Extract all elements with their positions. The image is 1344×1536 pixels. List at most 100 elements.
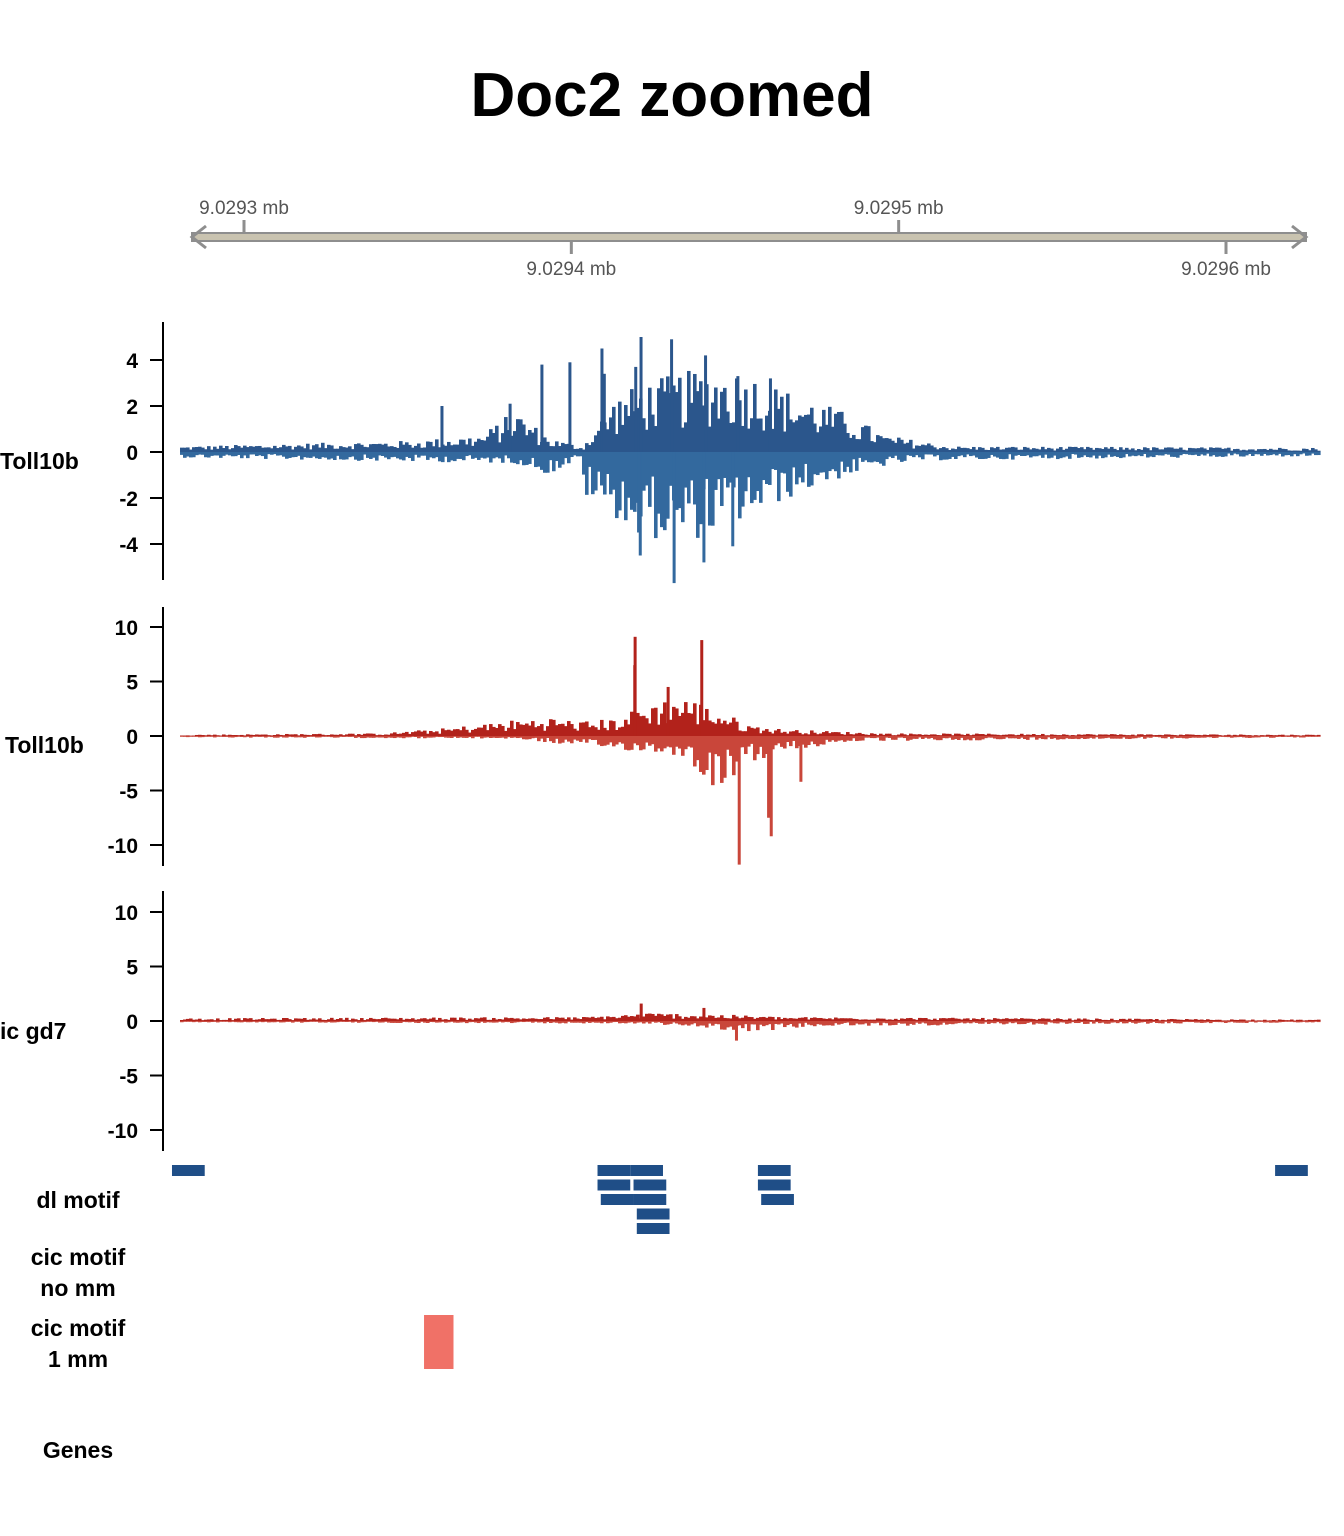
signal-bar [402,452,406,461]
signal-bar [849,736,853,741]
signal-bar [843,423,847,452]
signal-bar [1293,1020,1297,1022]
signal-bar [615,452,619,519]
signal-bar [330,736,334,738]
signal-bar [819,733,823,736]
signal-bar [1020,452,1024,456]
signal-bar [726,1018,730,1021]
signal-bar [1227,1020,1231,1022]
signal-bar [1212,1021,1216,1022]
signal-bar [597,729,601,736]
signal-bar [903,1021,907,1024]
signal-bar [414,445,418,452]
signal-bar [1230,450,1234,452]
signal-bar [726,452,730,488]
signal-bar [438,1021,442,1023]
signal-bar [1278,447,1282,452]
signal-bar [306,734,310,736]
signal-bar [576,448,580,452]
signal-bar [777,408,781,452]
signal-bar [1254,736,1258,738]
signal-bar [435,736,439,737]
signal-bar [318,452,322,459]
signal-bar [1047,1018,1051,1021]
y-tick-label: -4 [119,534,138,557]
signal-bar [504,730,508,736]
signal-bar [684,452,688,488]
signal-bar [630,452,634,510]
signal-bar [198,734,202,736]
signal-bar [966,733,970,736]
signal-bar [282,444,286,452]
signal-bar [399,733,403,736]
signal-bar [696,391,700,452]
signal-bar [705,452,709,479]
signal-bar [579,1021,583,1023]
signal-bar [894,735,898,737]
signal-bar [1212,1020,1216,1021]
signal-bar [1137,1018,1141,1021]
signal-bar [702,452,706,563]
signal-bar [1047,1021,1051,1023]
signal-bar [1269,734,1273,736]
signal-bar [522,424,526,452]
signal-bar [732,422,736,452]
signal-bar [1182,736,1186,739]
signal-bar [597,1017,601,1021]
signal-bar [216,736,220,737]
signal-bar [960,452,964,456]
signal-bar [528,452,532,464]
signal-bar [945,1018,949,1021]
signal-bar [555,441,559,452]
signal-bar [330,734,334,736]
signal-bar [780,736,784,747]
signal-bar [297,452,301,456]
signal-bar [1014,735,1018,736]
signal-bar [348,446,352,452]
signal-bar [216,448,220,452]
signal-bar [873,736,877,739]
signal-bar [279,1021,283,1023]
signal-bar [936,449,940,452]
signal-bar [585,452,589,495]
signal-bar [507,1018,511,1021]
signal-bar [1083,736,1087,739]
signal-bar [1260,452,1264,456]
signal-bar [1269,448,1273,452]
signal-bar [624,719,628,736]
signal-bar [273,445,277,452]
signal-bar [1182,449,1186,452]
signal-bar [471,729,475,736]
signal-bar [1239,450,1243,452]
signal-bar [492,1021,496,1023]
signal-bar [636,736,640,746]
signal-bar [1281,452,1285,457]
signal-bar [1026,452,1030,456]
signal-bar [198,452,202,455]
signal-bar [1239,736,1243,737]
signal-bar [1140,449,1144,452]
signal-bar [720,1015,724,1021]
signal-bar [780,452,784,473]
signal-bar [315,1019,319,1021]
signal-bar [771,428,775,452]
signal-bar [942,1018,946,1021]
signal-bar [624,452,628,521]
signal-bar [795,1021,799,1028]
signal-bar [537,1021,541,1023]
signal-bar [648,1013,652,1021]
signal-bar [720,452,724,507]
signal-bar [816,452,820,476]
signal-bar [213,452,217,456]
signal-bar [717,452,721,480]
signal-bar [1143,452,1147,454]
signal-bar [1017,452,1021,455]
signal-bar [774,389,778,452]
signal-bar [1197,452,1201,456]
signal-bar [1104,452,1108,458]
signal-bar [972,446,976,452]
signal-bar [1155,447,1159,452]
signal-bar [822,1021,826,1026]
signal-bar [573,1021,577,1023]
signal-bar [651,452,655,477]
